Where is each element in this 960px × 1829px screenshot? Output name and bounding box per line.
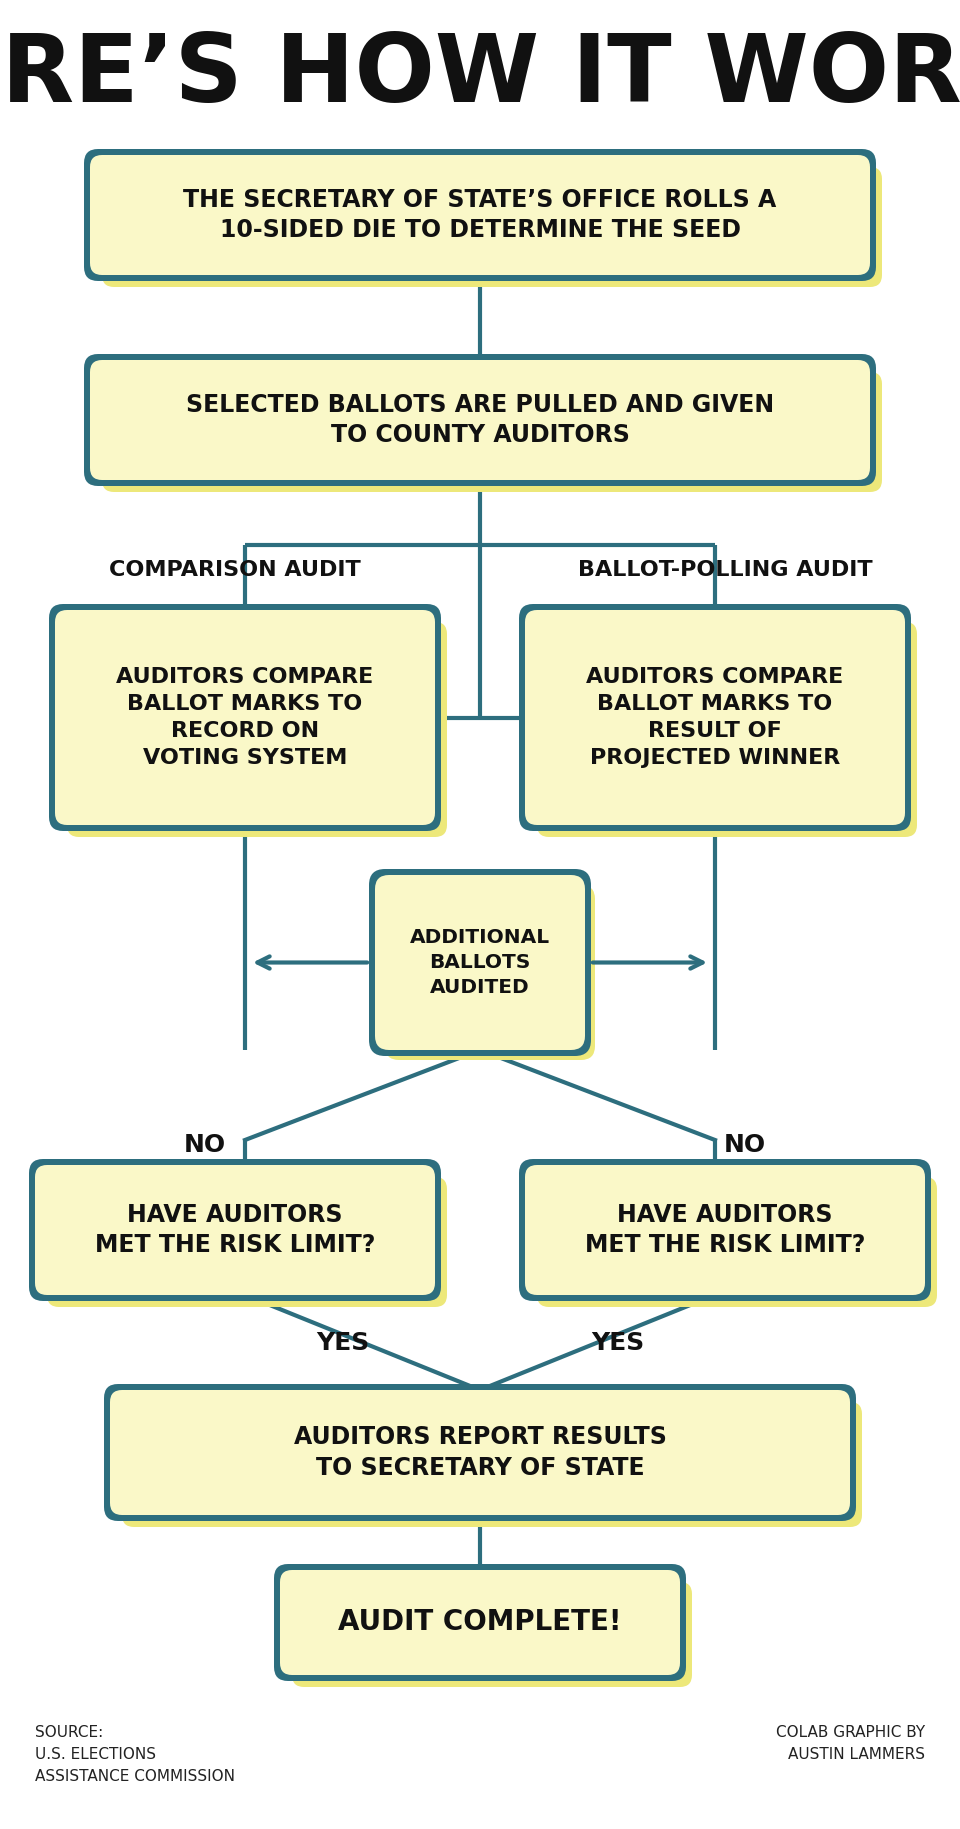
Text: SELECTED BALLOTS ARE PULLED AND GIVEN
TO COUNTY AUDITORS: SELECTED BALLOTS ARE PULLED AND GIVEN TO… [186,393,774,448]
FancyBboxPatch shape [537,1178,937,1308]
FancyBboxPatch shape [280,1569,680,1675]
FancyBboxPatch shape [84,148,876,282]
Text: COLAB GRAPHIC BY
AUSTIN LAMMERS: COLAB GRAPHIC BY AUSTIN LAMMERS [776,1725,925,1761]
Text: COMPARISON AUDIT: COMPARISON AUDIT [109,560,361,580]
FancyBboxPatch shape [29,1160,441,1300]
Text: YES: YES [316,1330,370,1355]
FancyBboxPatch shape [55,611,435,825]
FancyBboxPatch shape [292,1582,692,1686]
FancyBboxPatch shape [110,1390,850,1514]
Text: HAVE AUDITORS
MET THE RISK LIMIT?: HAVE AUDITORS MET THE RISK LIMIT? [95,1203,375,1257]
FancyBboxPatch shape [375,874,585,1050]
FancyBboxPatch shape [84,355,876,487]
FancyBboxPatch shape [104,1385,856,1522]
FancyBboxPatch shape [47,1178,447,1308]
FancyBboxPatch shape [90,155,870,274]
FancyBboxPatch shape [49,604,441,830]
FancyBboxPatch shape [525,611,905,825]
FancyBboxPatch shape [90,360,870,479]
Text: NO: NO [184,1132,226,1158]
FancyBboxPatch shape [102,371,882,492]
Text: BALLOT-POLLING AUDIT: BALLOT-POLLING AUDIT [578,560,873,580]
Text: YES: YES [590,1330,644,1355]
Text: AUDITORS COMPARE
BALLOT MARKS TO
RECORD ON
VOTING SYSTEM: AUDITORS COMPARE BALLOT MARKS TO RECORD … [116,668,373,768]
FancyBboxPatch shape [274,1564,686,1681]
Text: HERE’S HOW IT WORKS: HERE’S HOW IT WORKS [0,29,960,123]
Text: AUDITORS COMPARE
BALLOT MARKS TO
RESULT OF
PROJECTED WINNER: AUDITORS COMPARE BALLOT MARKS TO RESULT … [587,668,844,768]
Text: THE SECRETARY OF STATE’S OFFICE ROLLS A
10-SIDED DIE TO DETERMINE THE SEED: THE SECRETARY OF STATE’S OFFICE ROLLS A … [183,188,777,241]
FancyBboxPatch shape [519,1160,931,1300]
FancyBboxPatch shape [102,166,882,287]
Text: ADDITIONAL
BALLOTS
AUDITED: ADDITIONAL BALLOTS AUDITED [410,927,550,997]
Text: AUDIT COMPLETE!: AUDIT COMPLETE! [338,1608,622,1637]
Text: NO: NO [724,1132,766,1158]
FancyBboxPatch shape [122,1403,862,1527]
Text: AUDITORS REPORT RESULTS
TO SECRETARY OF STATE: AUDITORS REPORT RESULTS TO SECRETARY OF … [294,1425,666,1480]
FancyBboxPatch shape [369,869,591,1055]
FancyBboxPatch shape [519,604,911,830]
Text: SOURCE:
U.S. ELECTIONS
ASSISTANCE COMMISSION: SOURCE: U.S. ELECTIONS ASSISTANCE COMMIS… [35,1725,235,1785]
FancyBboxPatch shape [35,1165,435,1295]
FancyBboxPatch shape [67,622,447,838]
FancyBboxPatch shape [537,622,917,838]
Text: HAVE AUDITORS
MET THE RISK LIMIT?: HAVE AUDITORS MET THE RISK LIMIT? [585,1203,865,1257]
FancyBboxPatch shape [525,1165,925,1295]
FancyBboxPatch shape [385,885,595,1061]
